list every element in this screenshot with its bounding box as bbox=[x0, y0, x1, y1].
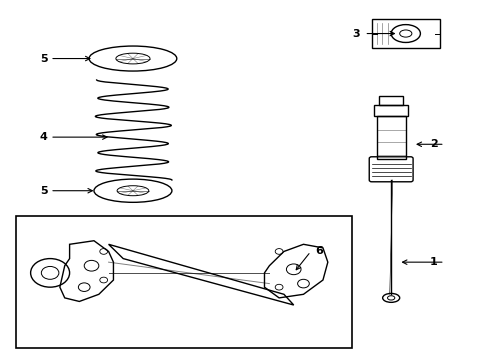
Text: 1: 1 bbox=[430, 257, 438, 267]
Text: 4: 4 bbox=[40, 132, 48, 142]
Text: 6: 6 bbox=[316, 247, 323, 256]
Text: 5: 5 bbox=[40, 54, 48, 64]
Text: 2: 2 bbox=[430, 139, 438, 149]
Text: 3: 3 bbox=[352, 28, 360, 39]
Bar bbox=[16, 216, 352, 348]
Bar bbox=[374, 105, 408, 116]
Bar bbox=[379, 96, 403, 105]
Text: 5: 5 bbox=[40, 186, 48, 196]
Bar bbox=[376, 116, 406, 158]
